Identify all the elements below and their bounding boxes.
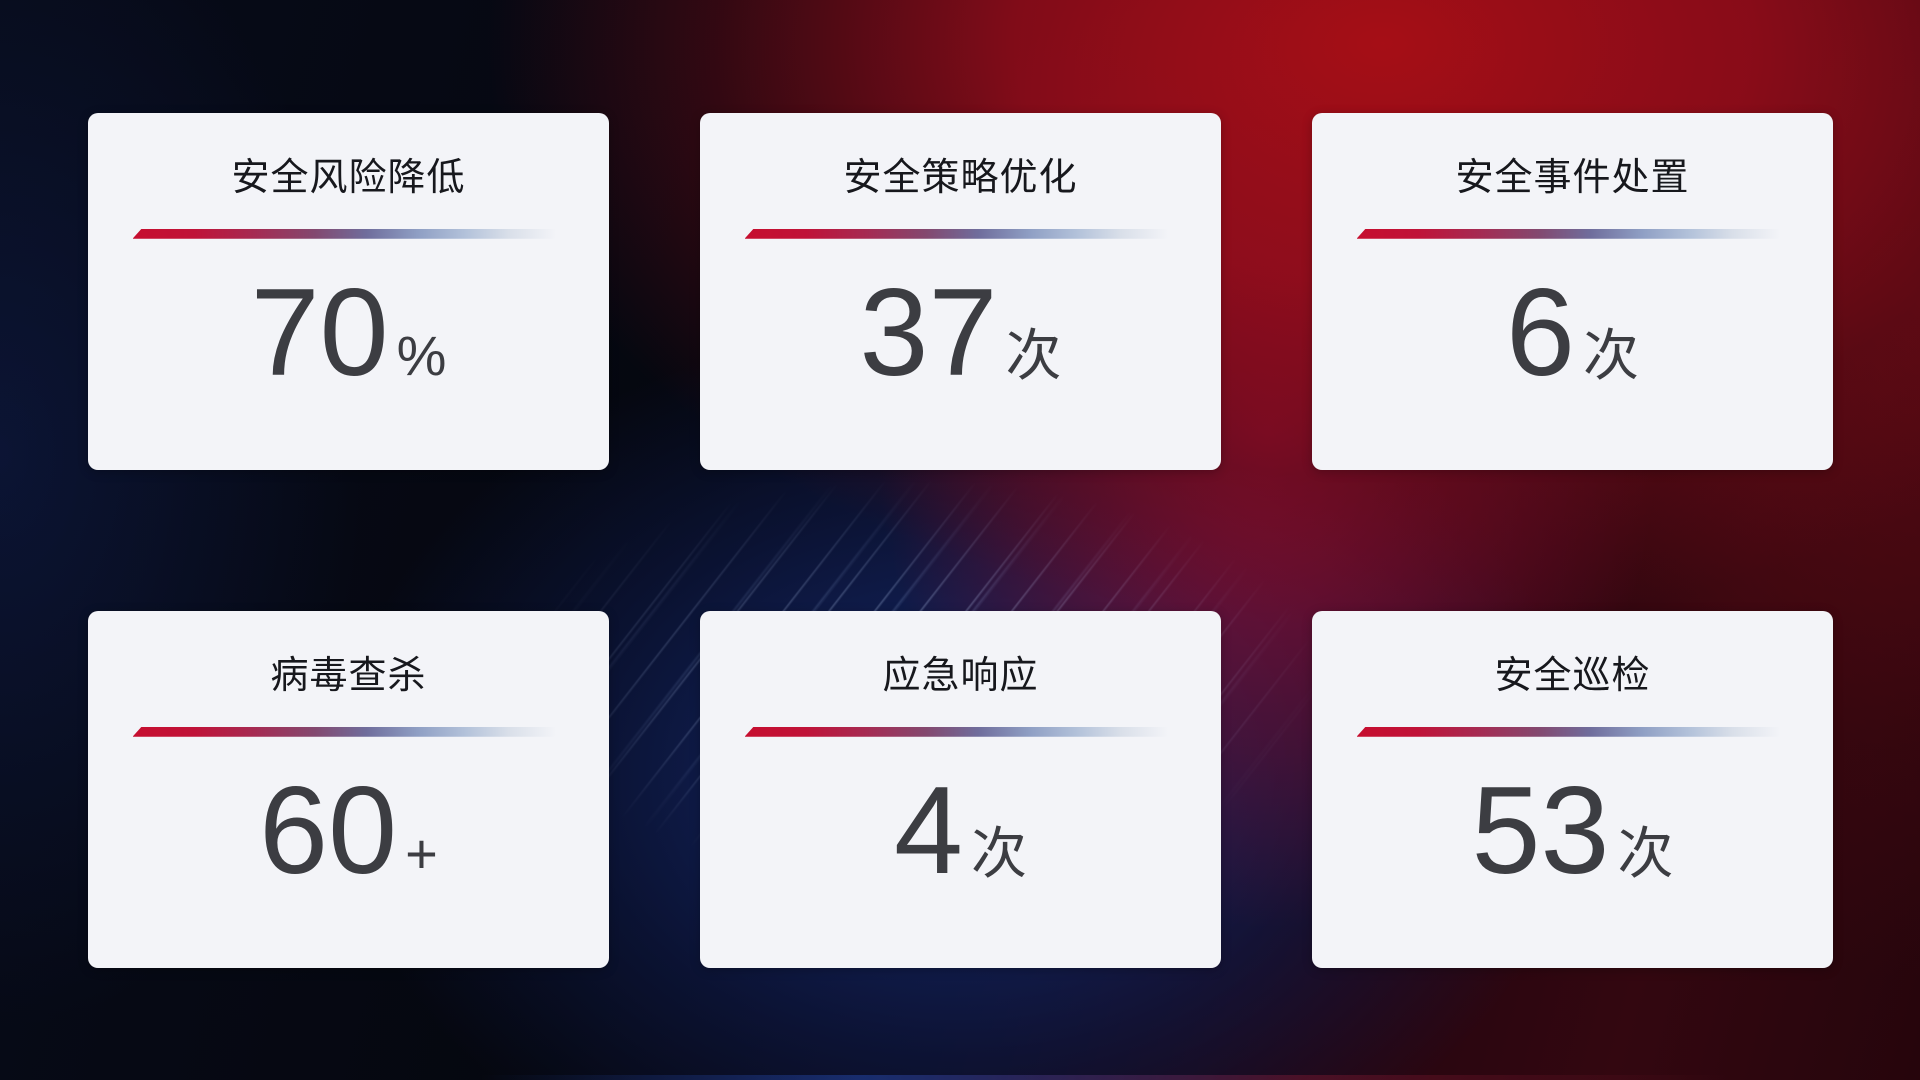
gradient-divider <box>132 726 565 737</box>
stat-number: 70 <box>250 263 389 402</box>
gradient-divider <box>744 726 1177 737</box>
stat-unit: 次 <box>970 821 1027 885</box>
stat-unit: 次 <box>1582 323 1639 387</box>
stat-number: 6 <box>1506 263 1575 402</box>
card-title: 安全巡检 <box>1494 655 1651 697</box>
gradient-divider <box>744 228 1177 239</box>
bottom-edge-glow <box>0 1075 1920 1080</box>
stat-card-virus-scan: 病毒查杀 60 + <box>88 611 609 968</box>
gradient-divider <box>1356 726 1789 737</box>
stat-unit: 次 <box>1617 821 1674 885</box>
stat-unit: % <box>396 323 447 387</box>
stat-value: 4 次 <box>894 769 1027 893</box>
card-title: 安全事件处置 <box>1455 157 1690 199</box>
stat-number: 4 <box>894 761 963 900</box>
card-title: 病毒查杀 <box>270 655 427 697</box>
stats-grid: 安全风险降低 70 % 安全策略优化 37 次 安全事件处置 6 次 病毒查 <box>88 113 1833 968</box>
stat-number: 60 <box>259 761 398 900</box>
stat-value: 60 + <box>259 769 438 893</box>
stat-card-policy-optimization: 安全策略优化 37 次 <box>700 113 1221 470</box>
gradient-divider <box>132 228 565 239</box>
stat-value: 70 % <box>251 271 447 395</box>
stat-unit: + <box>405 821 438 885</box>
stat-unit: 次 <box>1005 323 1062 387</box>
stat-value: 37 次 <box>860 271 1062 395</box>
stat-number: 37 <box>859 263 998 402</box>
card-title: 安全策略优化 <box>843 157 1078 199</box>
stat-card-incident-handling: 安全事件处置 6 次 <box>1312 113 1833 470</box>
stat-value: 6 次 <box>1506 271 1639 395</box>
card-title: 安全风险降低 <box>231 157 466 199</box>
stat-value: 53 次 <box>1472 769 1674 893</box>
card-title: 应急响应 <box>882 655 1039 697</box>
stat-card-risk-reduction: 安全风险降低 70 % <box>88 113 609 470</box>
stat-card-security-inspection: 安全巡检 53 次 <box>1312 611 1833 968</box>
stat-number: 53 <box>1471 761 1610 900</box>
gradient-divider <box>1356 228 1789 239</box>
stat-card-emergency-response: 应急响应 4 次 <box>700 611 1221 968</box>
